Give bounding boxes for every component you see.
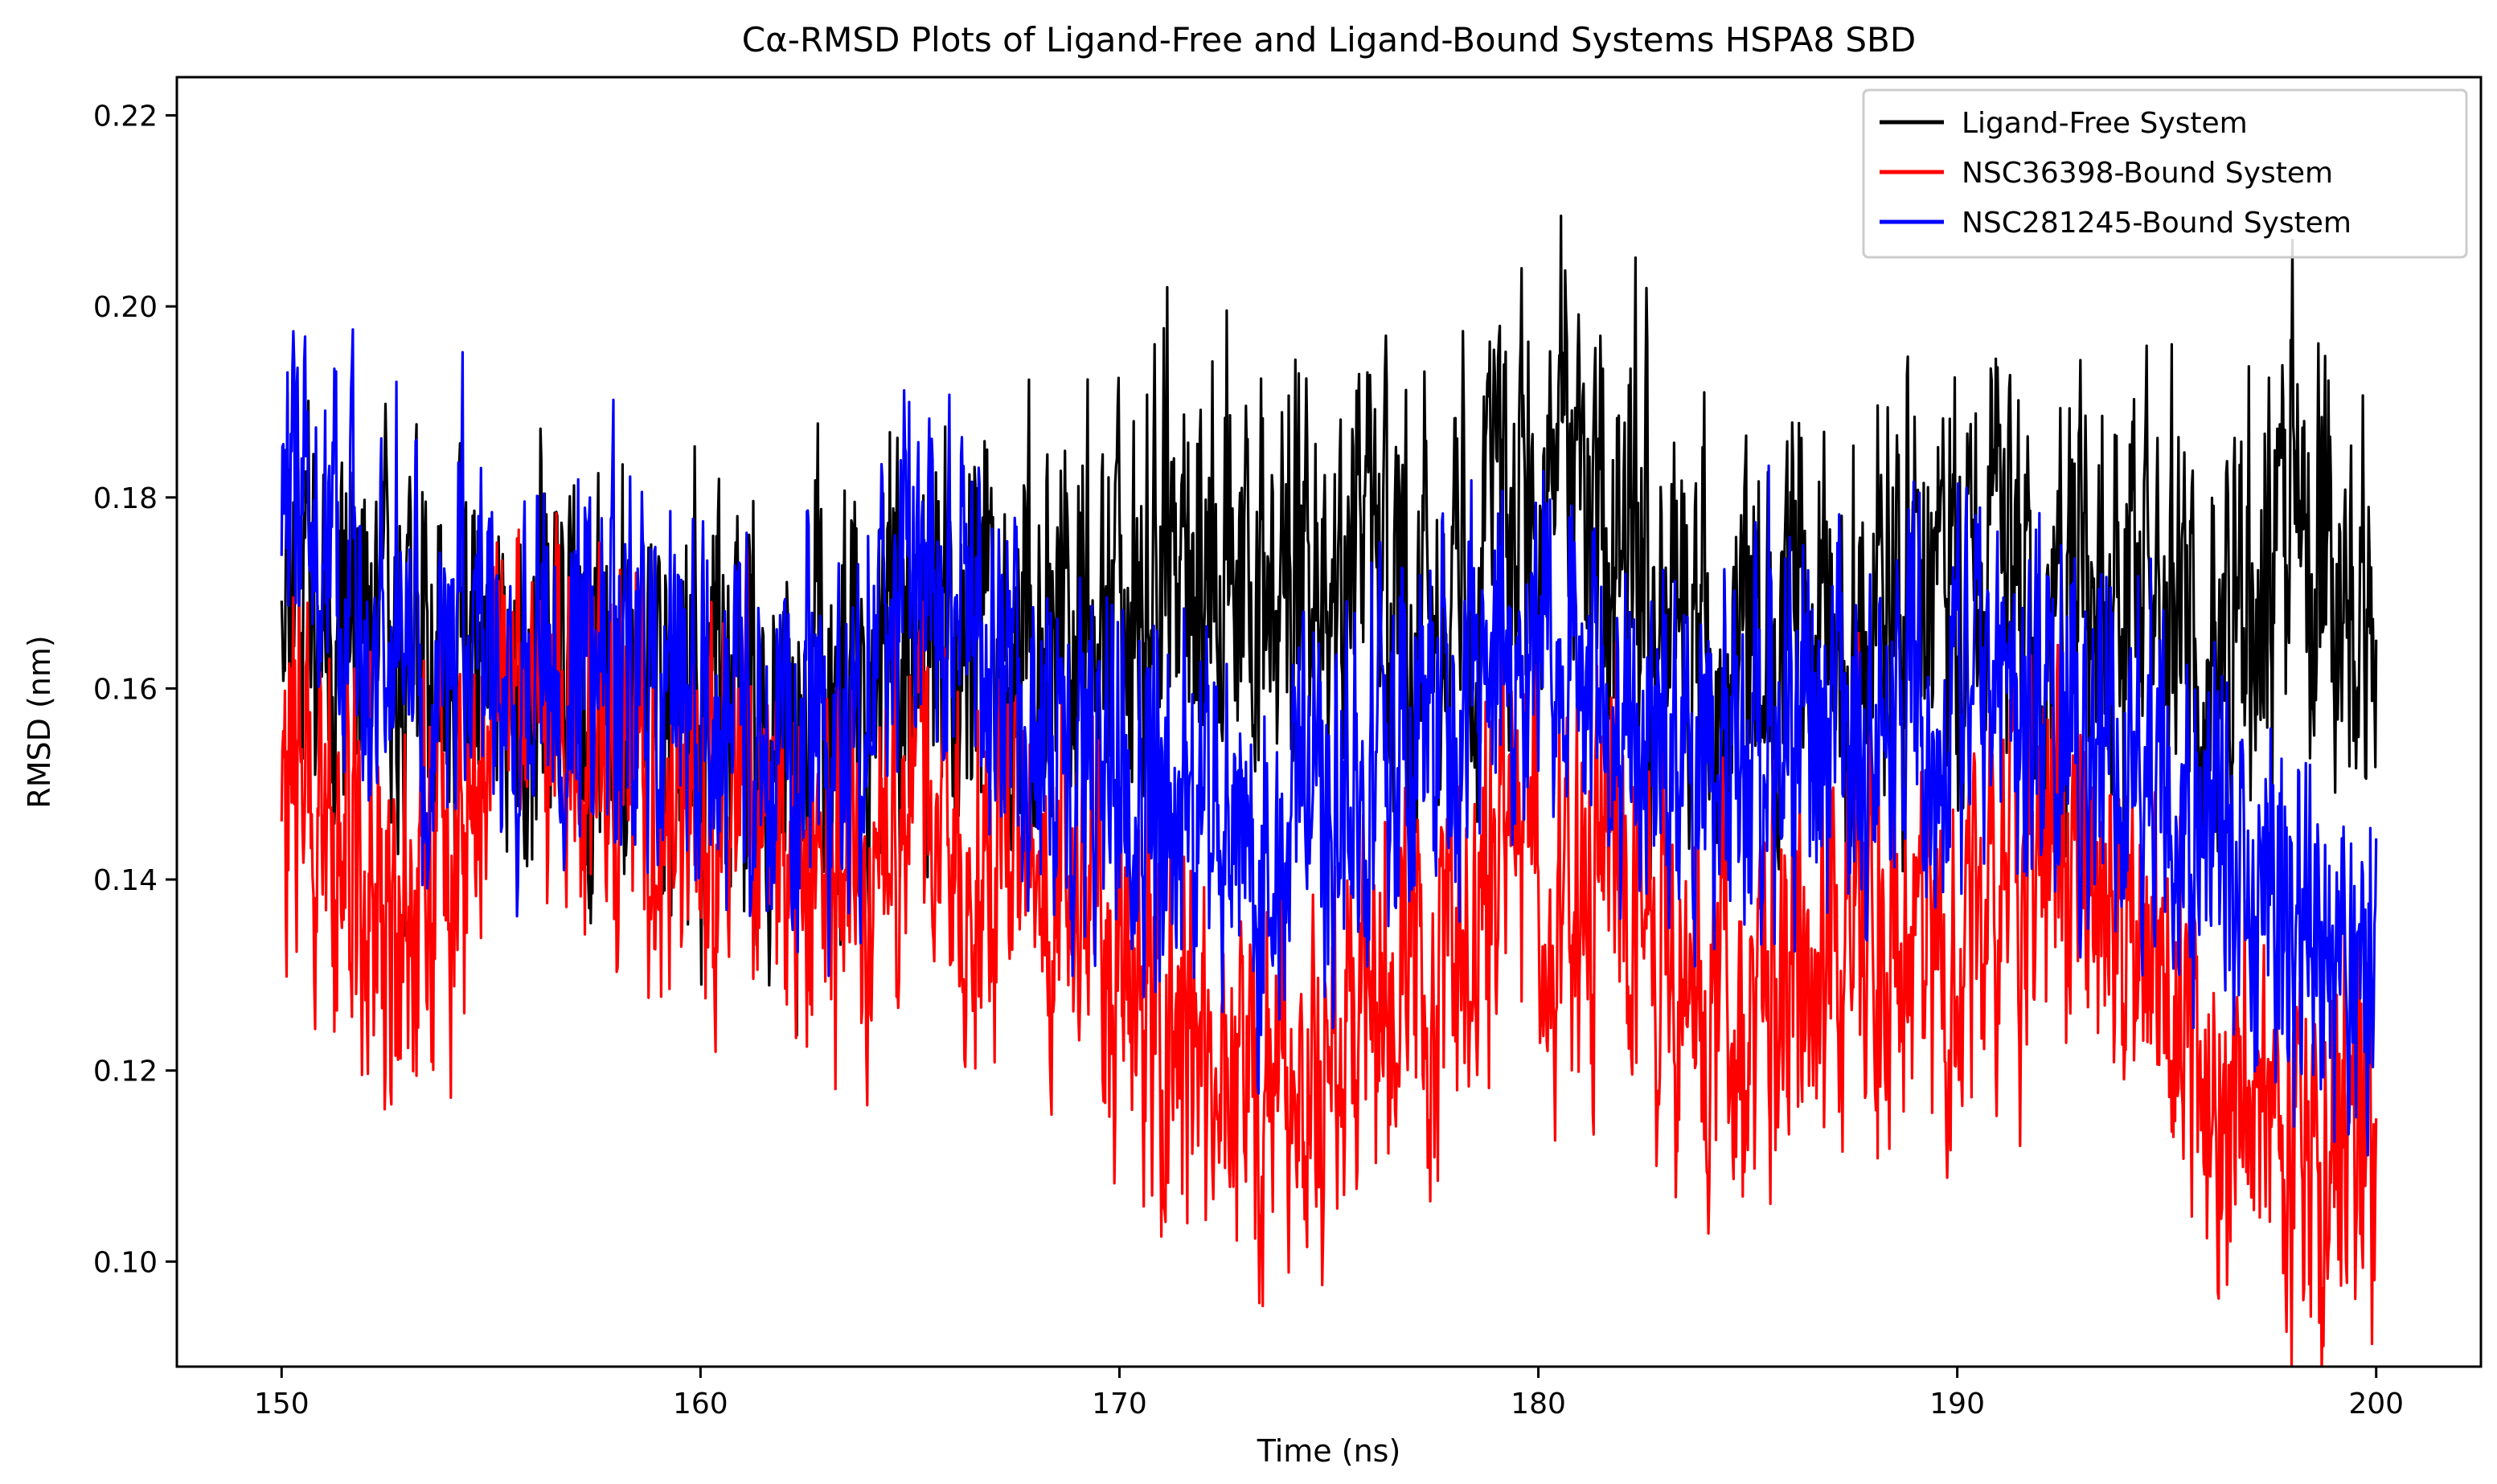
series-line-3 bbox=[280, 328, 2378, 1157]
y-tick-label: 0.22 bbox=[93, 100, 158, 133]
y-tick-label: 0.16 bbox=[93, 673, 158, 706]
legend-label-3: NSC281245-Bound System bbox=[1962, 207, 2351, 240]
x-axis-label: Time (ns) bbox=[1257, 1433, 1401, 1469]
x-tick-label: 160 bbox=[673, 1388, 728, 1420]
legend-label-1: Ligand-Free System bbox=[1962, 107, 2248, 140]
y-tick-label: 0.20 bbox=[93, 291, 158, 324]
x-tick-label: 170 bbox=[1092, 1388, 1147, 1420]
legend-label-2: NSC36398-Bound System bbox=[1962, 157, 2333, 190]
x-axis: 150 160 170 180 190 200 bbox=[254, 1367, 2404, 1420]
y-tick-label: 0.18 bbox=[93, 482, 158, 515]
y-axis: 0.10 0.12 0.14 0.16 0.18 0.20 0.22 bbox=[93, 100, 177, 1279]
y-tick-label: 0.12 bbox=[93, 1056, 158, 1088]
legend-box bbox=[1862, 88, 2468, 259]
x-tick-label: 190 bbox=[1929, 1388, 1985, 1420]
legend: Ligand-Free System NSC36398-Bound System N… bbox=[1862, 88, 2468, 259]
x-tick-label: 150 bbox=[254, 1388, 310, 1420]
chart-title: Cα-RMSD Plots of Ligand-Free and Ligand-… bbox=[742, 20, 1916, 59]
y-tick-label: 0.10 bbox=[93, 1246, 158, 1279]
series-layer bbox=[280, 214, 2378, 1367]
y-tick-label: 0.14 bbox=[93, 864, 158, 897]
y-axis-label: RMSD (nm) bbox=[22, 635, 57, 808]
plot-frame bbox=[175, 76, 2483, 1368]
x-tick-label: 200 bbox=[2348, 1388, 2404, 1420]
x-tick-label: 180 bbox=[1511, 1388, 1566, 1420]
